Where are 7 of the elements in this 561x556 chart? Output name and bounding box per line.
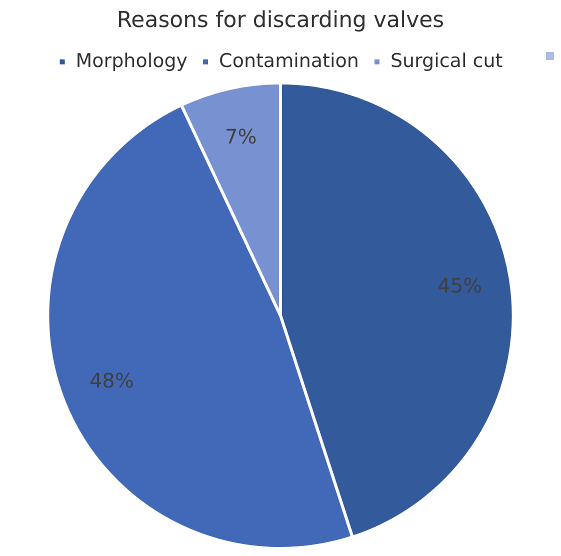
legend-label: Contamination [219,50,359,72]
data-label: 7% [225,124,257,149]
chart-title: Reasons for discarding valves [116,8,444,33]
data-label: 48% [89,368,134,393]
legend-label: Morphology [76,50,188,72]
legend-label: Surgical cut [390,50,503,72]
data-label: 45% [438,273,482,298]
